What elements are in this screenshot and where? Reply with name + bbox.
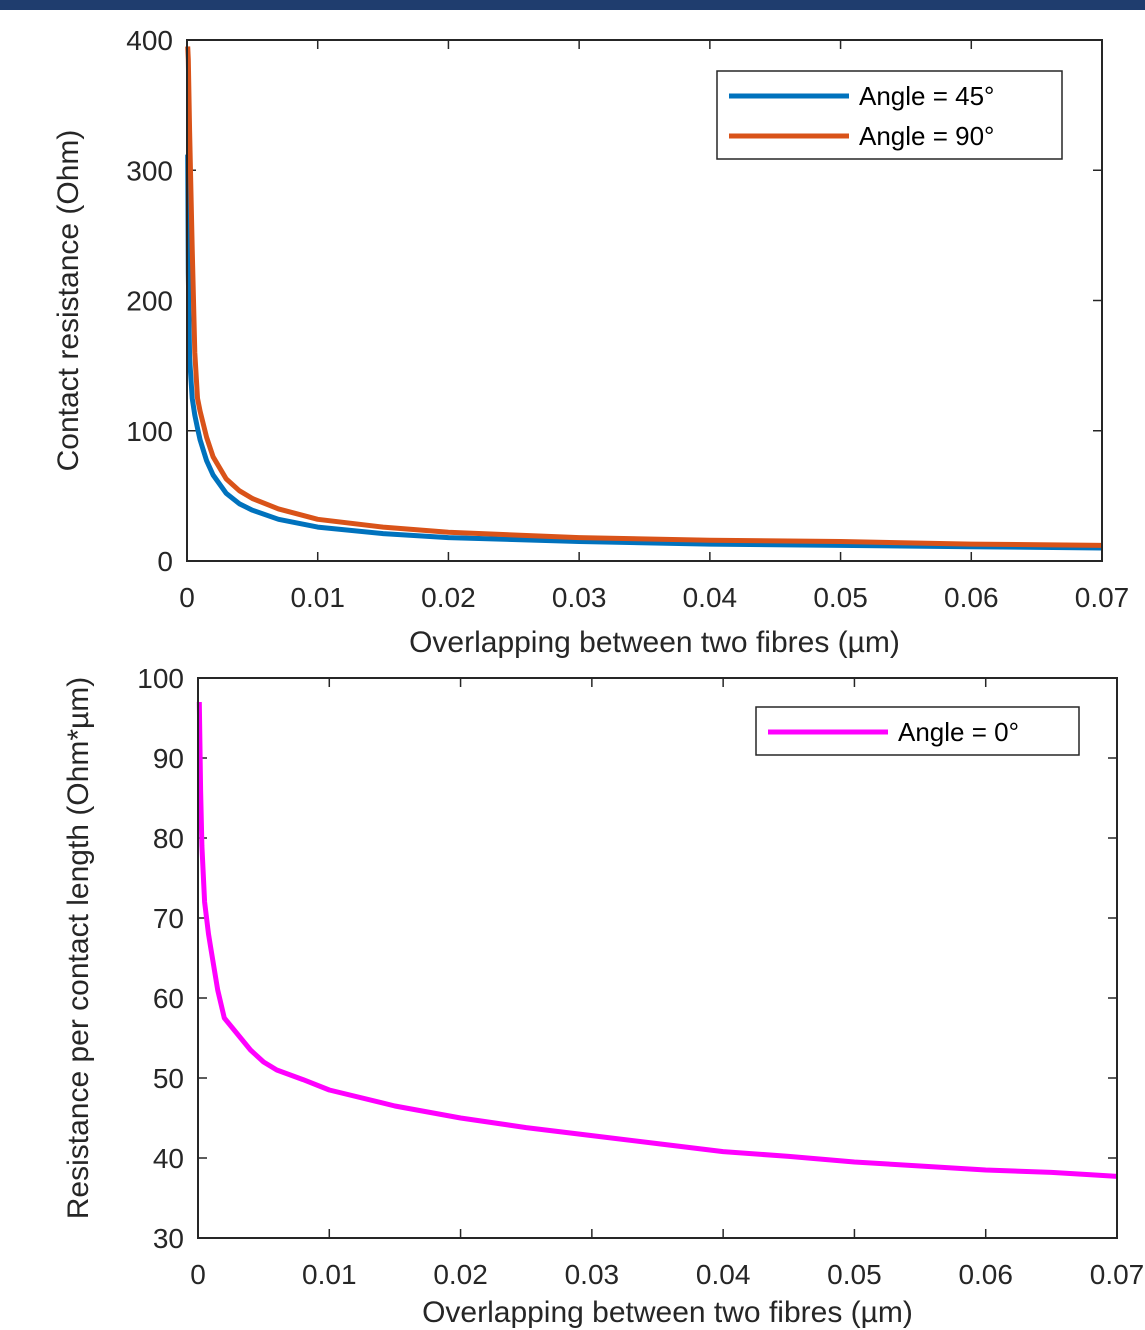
x-tick-label: 0 — [179, 582, 195, 613]
y-tick-label: 400 — [126, 25, 173, 56]
legend-label-angle-90: Angle = 90° — [859, 121, 994, 151]
chart-2-series — [196, 701, 1118, 1179]
y-tick-label: 0 — [157, 546, 173, 577]
y-tick-label: 100 — [126, 416, 173, 447]
x-tick-label: 0.04 — [696, 1259, 751, 1290]
y-tick-label: 60 — [153, 983, 184, 1014]
chart-2-legend: Angle = 0° — [755, 706, 1080, 756]
legend-label-angle-45: Angle = 45° — [859, 81, 994, 111]
chart-contact-resistance: 0 0.01 0.02 0.03 0.04 0.05 0.06 0.07 0 100 200 300… — [52, 25, 1129, 659]
chart-2-ticks — [197, 677, 1118, 1239]
x-tick-label: 0.07 — [1090, 1259, 1145, 1290]
chart-2-axes-frame — [197, 677, 1118, 1239]
legend-label-angle-0: Angle = 0° — [898, 717, 1019, 747]
chart-2-y-tick-labels: 30 40 50 60 70 80 90 100 — [137, 663, 184, 1254]
x-tick-label: 0.01 — [290, 582, 345, 613]
chart-2-x-axis-label: Overlapping between two fibres (µm) — [422, 1296, 913, 1329]
y-tick-label: 80 — [153, 823, 184, 854]
x-tick-label: 0.06 — [958, 1259, 1013, 1290]
series-line-45-deg — [185, 154, 1103, 551]
chart-1-legend-box — [716, 70, 1063, 160]
series-line-90-deg — [185, 46, 1103, 548]
chart-1-axes-frame — [186, 39, 1103, 562]
x-tick-label: 0.02 — [433, 1259, 488, 1290]
y-tick-label: 200 — [126, 286, 173, 317]
y-tick-label: 100 — [137, 663, 184, 694]
y-tick-label: 300 — [126, 155, 173, 186]
x-tick-label: 0.06 — [944, 582, 999, 613]
chart-1-y-axis-label: Contact resistance (Ohm) — [52, 130, 85, 472]
top-color-bar — [0, 0, 1145, 10]
chart-1-x-tick-labels: 0 0.01 0.02 0.03 0.04 0.05 0.06 0.07 — [179, 582, 1129, 613]
chart-1-legend: Angle = 45° Angle = 90° — [716, 70, 1063, 160]
y-tick-label: 50 — [153, 1063, 184, 1094]
x-tick-label: 0.03 — [565, 1259, 620, 1290]
chart-1-x-axis-label: Overlapping between two fibres (µm) — [409, 626, 900, 659]
chart-1-y-tick-labels: 0 100 200 300 400 — [126, 25, 173, 577]
y-tick-label: 70 — [153, 903, 184, 934]
x-tick-label: 0.01 — [302, 1259, 357, 1290]
x-tick-label: 0.07 — [1075, 582, 1130, 613]
x-tick-label: 0 — [190, 1259, 206, 1290]
chart-2-x-tick-labels: 0 0.01 0.02 0.03 0.04 0.05 0.06 0.07 — [190, 1259, 1144, 1290]
y-tick-label: 40 — [153, 1143, 184, 1174]
x-tick-label: 0.03 — [552, 582, 607, 613]
x-tick-label: 0.05 — [827, 1259, 882, 1290]
y-tick-label: 30 — [153, 1223, 184, 1254]
series-line-0-deg — [196, 701, 1118, 1179]
x-tick-label: 0.05 — [813, 582, 868, 613]
x-tick-label: 0.02 — [421, 582, 476, 613]
y-tick-label: 90 — [153, 743, 184, 774]
x-tick-label: 0.04 — [683, 582, 738, 613]
chart-2-y-axis-label: Resistance per contact length (Ohm*µm) — [62, 677, 95, 1220]
chart-resistance-per-length: 0 0.01 0.02 0.03 0.04 0.05 0.06 0.07 30 40 50 60 70… — [62, 663, 1144, 1329]
chart-1-series — [185, 46, 1103, 551]
